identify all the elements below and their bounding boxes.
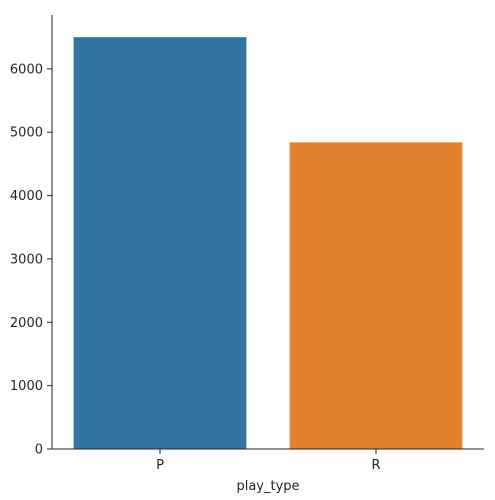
y-tick-label: 6000 xyxy=(10,62,43,77)
bars-group xyxy=(73,37,463,450)
x-axis-label: play_type xyxy=(236,479,299,494)
x-tick-label: R xyxy=(371,458,380,473)
bar-p xyxy=(73,37,247,450)
y-axis: 0 1000 2000 3000 4000 5000 6000 xyxy=(10,15,53,458)
bar-r xyxy=(289,142,463,449)
y-tick-label: 0 xyxy=(35,443,43,458)
x-tick-label: P xyxy=(156,458,164,473)
y-tick-label: 4000 xyxy=(10,189,43,204)
y-tick-label: 1000 xyxy=(10,379,43,394)
y-tick-label: 5000 xyxy=(10,126,43,141)
y-tick-label: 2000 xyxy=(10,316,43,331)
y-tick-label: 3000 xyxy=(10,252,43,267)
